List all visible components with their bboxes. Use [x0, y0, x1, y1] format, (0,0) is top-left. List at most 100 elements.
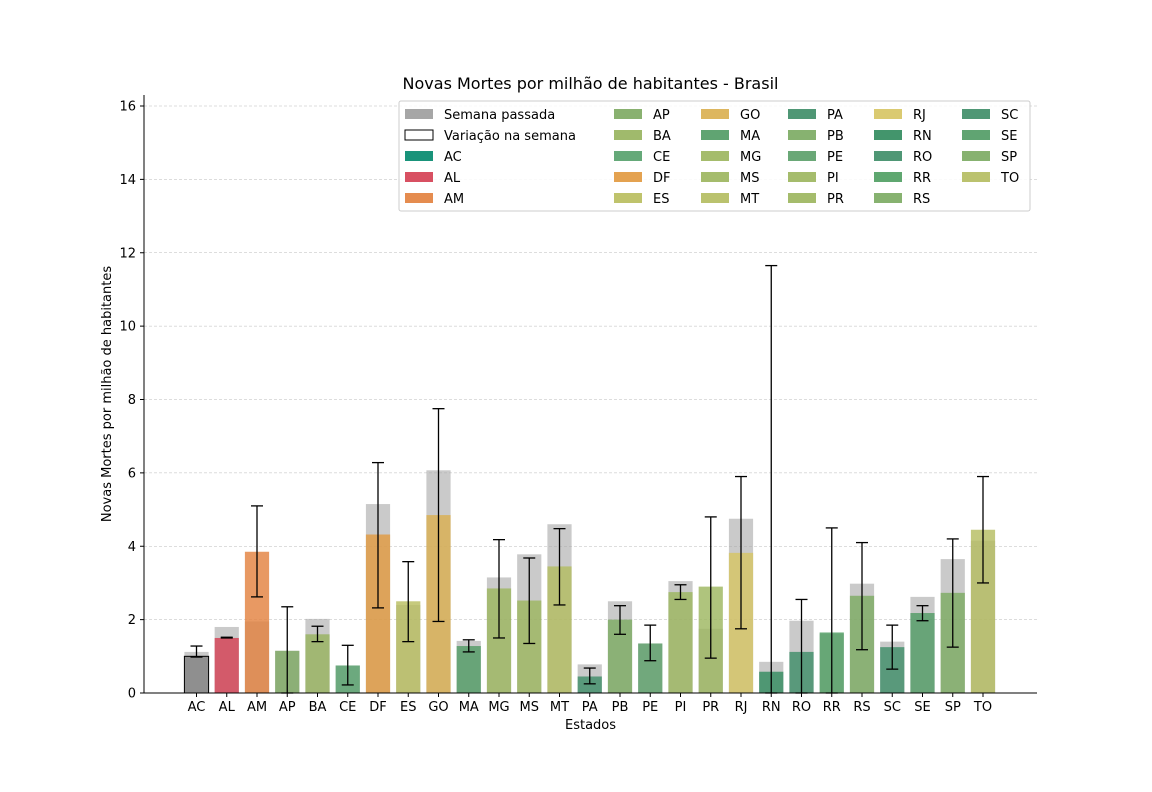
legend-label: PI	[827, 171, 839, 186]
legend-label: BA	[653, 129, 671, 144]
legend-swatch	[405, 172, 433, 182]
x-tick-label: SC	[884, 700, 901, 715]
x-axis-label: Estados	[565, 718, 616, 733]
legend-swatch	[874, 109, 902, 119]
legend-swatch	[874, 130, 902, 140]
legend-swatch	[701, 193, 729, 203]
axes	[143, 95, 1037, 694]
legend-swatch	[962, 130, 990, 140]
error-bars	[190, 264, 989, 694]
chart-title: Novas Mortes por milhão de habitantes - …	[403, 74, 779, 93]
legend-label: CE	[653, 150, 670, 165]
y-tick-label: 16	[119, 100, 136, 115]
legend-label: RS	[913, 192, 930, 207]
legend-label: SP	[1001, 150, 1017, 165]
legend-swatch	[405, 109, 433, 119]
bar-current-ba	[305, 634, 330, 693]
x-tick-label: RN	[762, 700, 781, 715]
bar-current-ma	[456, 646, 481, 693]
legend-swatch	[701, 109, 729, 119]
x-tick-label: SE	[914, 700, 930, 715]
x-tick-label: PR	[702, 700, 719, 715]
x-tick-label: PA	[582, 700, 598, 715]
legend-label: RR	[913, 171, 931, 186]
legend-label: MA	[740, 129, 760, 144]
legend-label: GO	[740, 108, 760, 123]
bar-current-ac	[183, 655, 210, 694]
x-tick-label: MA	[459, 700, 479, 715]
x-tick-label: DF	[369, 700, 387, 715]
legend-label: PB	[827, 129, 844, 144]
y-tick-label: 14	[119, 173, 136, 188]
legend-swatch	[701, 130, 729, 140]
legend-label: TO	[1000, 171, 1019, 186]
legend-swatch	[874, 172, 902, 182]
x-tick-label: PI	[675, 700, 687, 715]
legend-label: PA	[827, 108, 843, 123]
legend-label: RO	[913, 150, 932, 165]
legend-swatch	[962, 172, 990, 182]
legend-label: SC	[1001, 108, 1018, 123]
bar-current-pi	[668, 592, 693, 693]
legend-swatch	[404, 129, 434, 141]
legend-swatch	[788, 172, 816, 182]
legend-label: PR	[827, 192, 844, 207]
legend-swatch	[405, 193, 433, 203]
bar-current-al	[214, 637, 239, 693]
legend-label: SE	[1001, 129, 1017, 144]
legend-swatch	[962, 109, 990, 119]
x-tick-label: PB	[612, 700, 629, 715]
y-tick-label: 0	[128, 687, 136, 702]
legend-label: MT	[740, 192, 759, 207]
x-tick-label: RO	[792, 700, 811, 715]
y-tick-label: 8	[128, 393, 136, 408]
legend-swatch	[874, 193, 902, 203]
legend-label: DF	[653, 171, 671, 186]
legend-swatch	[788, 151, 816, 161]
bar-current-se	[910, 613, 935, 693]
legend-label: RN	[913, 129, 932, 144]
y-tick-label: 10	[119, 320, 136, 335]
x-tick-label: MS	[520, 700, 539, 715]
x-tick-label: AC	[188, 700, 206, 715]
y-tick-label: 12	[119, 246, 136, 261]
y-tick-label: 2	[128, 613, 136, 628]
legend-label: Variação na semana	[444, 129, 576, 144]
legend-label: AC	[444, 150, 462, 165]
legend-label: AL	[444, 171, 461, 186]
x-tick-label: TO	[973, 700, 992, 715]
x-tick-label: ES	[400, 700, 416, 715]
legend-label: AM	[444, 192, 464, 207]
legend: Semana passada Variação na semana AC AL AM AP…	[398, 100, 1031, 212]
legend-swatch	[962, 151, 990, 161]
legend-swatch	[614, 193, 642, 203]
x-tick-label: PE	[642, 700, 658, 715]
x-tick-label: MT	[550, 700, 569, 715]
x-tick-label: AL	[219, 700, 236, 715]
y-tick-label: 4	[128, 540, 136, 555]
x-tick-label: RS	[853, 700, 870, 715]
legend-label: MS	[740, 171, 759, 186]
legend-label: RJ	[913, 108, 926, 123]
legend-swatch	[788, 130, 816, 140]
x-ticks: AC AL AM AP BA CE DF ES GO MA MG MS MT PA PB PE PI PR RJ RN…	[188, 693, 992, 715]
legend-swatch	[874, 151, 902, 161]
x-tick-label: GO	[428, 700, 448, 715]
legend-swatch	[614, 172, 642, 182]
y-tick-label: 6	[128, 466, 136, 481]
y-ticks: 0 2 4 6 8 10 12 14 16	[119, 100, 144, 702]
legend-swatch	[614, 151, 642, 161]
x-tick-label: CE	[339, 700, 356, 715]
legend-swatch	[788, 193, 816, 203]
bars	[183, 470, 996, 694]
legend-swatch	[788, 109, 816, 119]
bar-current-pa	[577, 676, 602, 693]
legend-label: AP	[653, 108, 670, 123]
legend-label: PE	[827, 150, 843, 165]
x-tick-label: AP	[279, 700, 296, 715]
x-tick-label: SP	[945, 700, 961, 715]
x-tick-label: MG	[488, 700, 509, 715]
legend-label: Semana passada	[444, 108, 555, 123]
legend-label: MG	[740, 150, 761, 165]
